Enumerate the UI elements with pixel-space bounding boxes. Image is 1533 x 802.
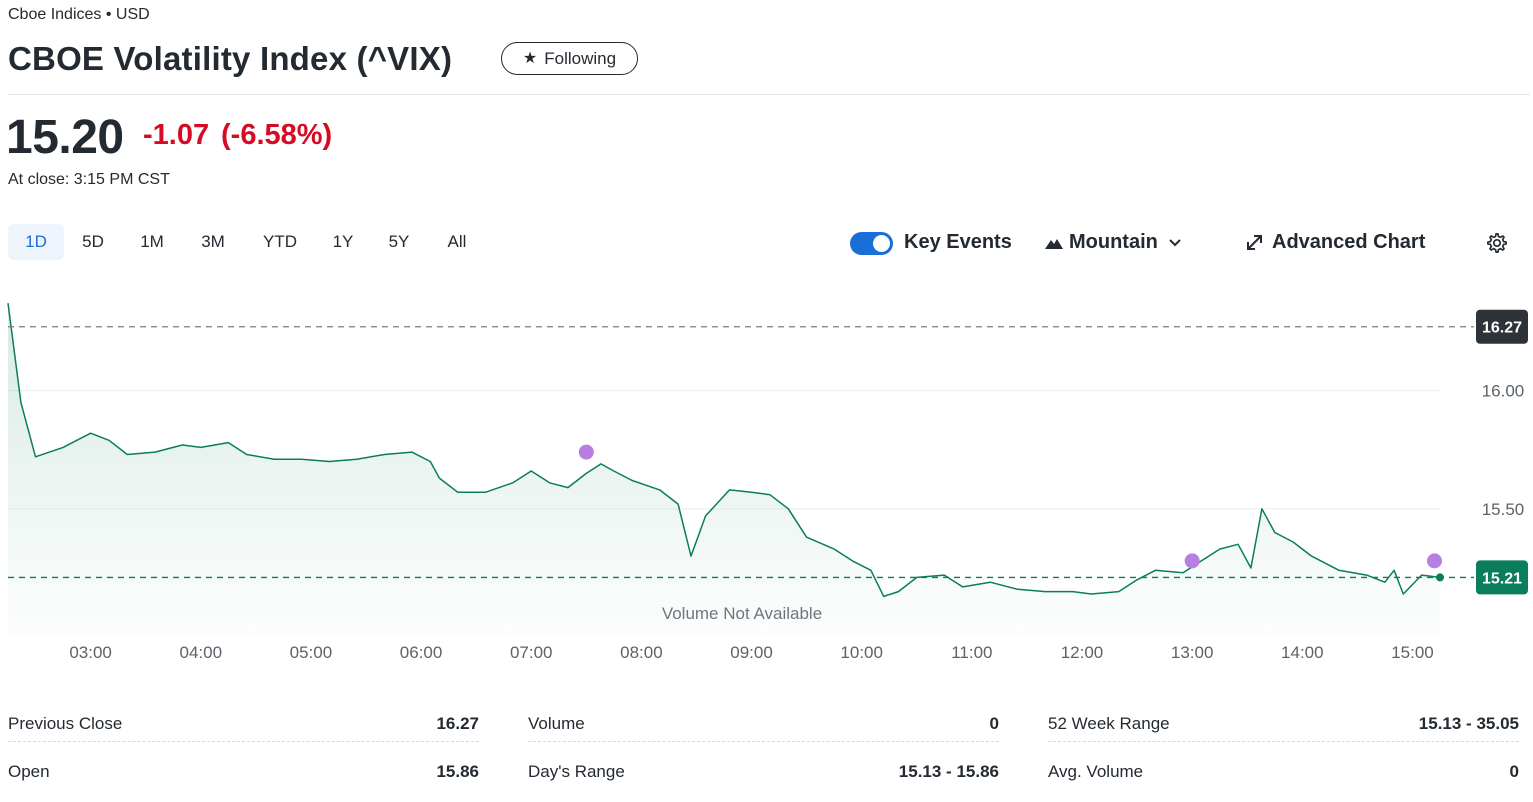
x-tick-label: 09:00: [730, 643, 773, 662]
header-divider: [8, 94, 1530, 95]
chart-area-fill: [8, 303, 1440, 635]
key-event-marker: [1184, 553, 1200, 569]
stat-value: 15.86: [436, 762, 479, 781]
stat-label: Open: [8, 762, 50, 781]
stat-row: Avg. Volume 0: [1048, 754, 1519, 802]
y-tick-label: 16.00: [1482, 382, 1525, 401]
chevron-down-icon: [1169, 238, 1181, 246]
range-tab-ytd[interactable]: YTD: [263, 232, 297, 251]
price-change-percent: (-6.58%): [221, 119, 333, 151]
stat-value: 0: [989, 714, 999, 733]
stat-row: Volume 0: [528, 706, 999, 754]
x-tick-label: 12:00: [1061, 643, 1104, 662]
stat-row: 52 Week Range 15.13 - 35.05: [1048, 706, 1519, 754]
star-icon: ★: [522, 49, 538, 67]
range-tab-1y[interactable]: 1Y: [332, 232, 354, 251]
key-event-marker: [1426, 553, 1442, 569]
range-tab-1d[interactable]: 1D: [8, 224, 64, 260]
x-tick-label: 13:00: [1171, 643, 1214, 662]
price-badge-label: 16.27: [1482, 320, 1522, 337]
price-chart[interactable]: 16.27 15.21 16.00 15.50 03:00 04:00 05:00 06:0…: [0, 280, 1533, 675]
following-label: Following: [544, 48, 617, 68]
x-tick-label: 10:00: [840, 643, 883, 662]
chart-type-dropdown[interactable]: Mountain: [1045, 231, 1182, 254]
stats-column-2: Volume 0 Day's Range 15.13 - 15.86: [528, 706, 999, 802]
stat-label: 52 Week Range: [1048, 714, 1170, 733]
key-events-toggle[interactable]: [850, 232, 893, 255]
volume-note: Volume Not Available: [662, 604, 822, 623]
toggle-knob: [873, 235, 890, 252]
x-tick-label: 15:00: [1391, 643, 1434, 662]
stat-value: 15.13 - 15.86: [898, 762, 999, 781]
range-tab-1m[interactable]: 1M: [140, 232, 164, 251]
advanced-chart-label: Advanced Chart: [1272, 231, 1426, 253]
stat-row: Open 15.86: [8, 754, 479, 802]
stat-divider: [528, 741, 999, 742]
x-tick-label: 03:00: [69, 643, 112, 662]
price-badge-label: 15.21: [1482, 570, 1522, 587]
x-tick-label: 04:00: [179, 643, 222, 662]
stats-column-1: Previous Close 16.27 Open 15.86: [8, 706, 479, 802]
price-change: -1.07: [143, 119, 210, 151]
stat-label: Avg. Volume: [1048, 762, 1144, 781]
last-price-dot: [1436, 573, 1444, 582]
range-tabs: 1D 5D 1M 3M YTD 1Y 5Y All: [8, 224, 486, 260]
x-tick-label: 14:00: [1281, 643, 1324, 662]
following-button[interactable]: ★ Following: [501, 42, 638, 75]
key-events-label: Key Events: [904, 231, 1012, 253]
x-tick-label: 06:00: [400, 643, 443, 662]
stat-divider: [1048, 741, 1519, 742]
chart-series-line: [7, 303, 1441, 598]
range-tab-all[interactable]: All: [447, 232, 467, 251]
stat-value: 15.13 - 35.05: [1418, 714, 1519, 733]
gear-icon[interactable]: [1486, 232, 1508, 254]
y-tick-label: 15.50: [1482, 500, 1525, 519]
range-tab-5y[interactable]: 5Y: [388, 232, 410, 251]
expand-icon: [1247, 235, 1262, 250]
chart-type-label: Mountain: [1069, 231, 1158, 253]
stats-column-3: 52 Week Range 15.13 - 35.05 Avg. Volume …: [1048, 706, 1519, 802]
current-price: 15.20: [6, 111, 124, 164]
advanced-chart-button[interactable]: Advanced Chart: [1245, 231, 1425, 254]
x-tick-label: 08:00: [620, 643, 663, 662]
mountain-icon: [1045, 238, 1063, 249]
close-time: At close: 3:15 PM CST: [8, 171, 170, 188]
key-event-marker: [578, 444, 594, 460]
stat-label: Volume: [528, 714, 585, 733]
stat-row: Day's Range 15.13 - 15.86: [528, 754, 999, 802]
x-tick-label: 05:00: [290, 643, 333, 662]
stat-value: 0: [1509, 762, 1519, 781]
stat-label: Day's Range: [528, 762, 625, 781]
range-tab-3m[interactable]: 3M: [201, 232, 225, 251]
stat-label: Previous Close: [8, 714, 123, 733]
x-tick-label: 07:00: [510, 643, 553, 662]
stat-value: 16.27: [436, 714, 479, 733]
stat-divider: [8, 741, 479, 742]
price-badge: [1476, 560, 1528, 595]
page-title: CBOE Volatility Index (^VIX): [8, 40, 453, 77]
breadcrumb: Cboe Indices • USD: [8, 6, 150, 23]
x-tick-label: 11:00: [951, 643, 992, 662]
range-tab-5d[interactable]: 5D: [82, 232, 104, 251]
stat-row: Previous Close 16.27: [8, 706, 479, 754]
price-badge: [1476, 309, 1528, 344]
